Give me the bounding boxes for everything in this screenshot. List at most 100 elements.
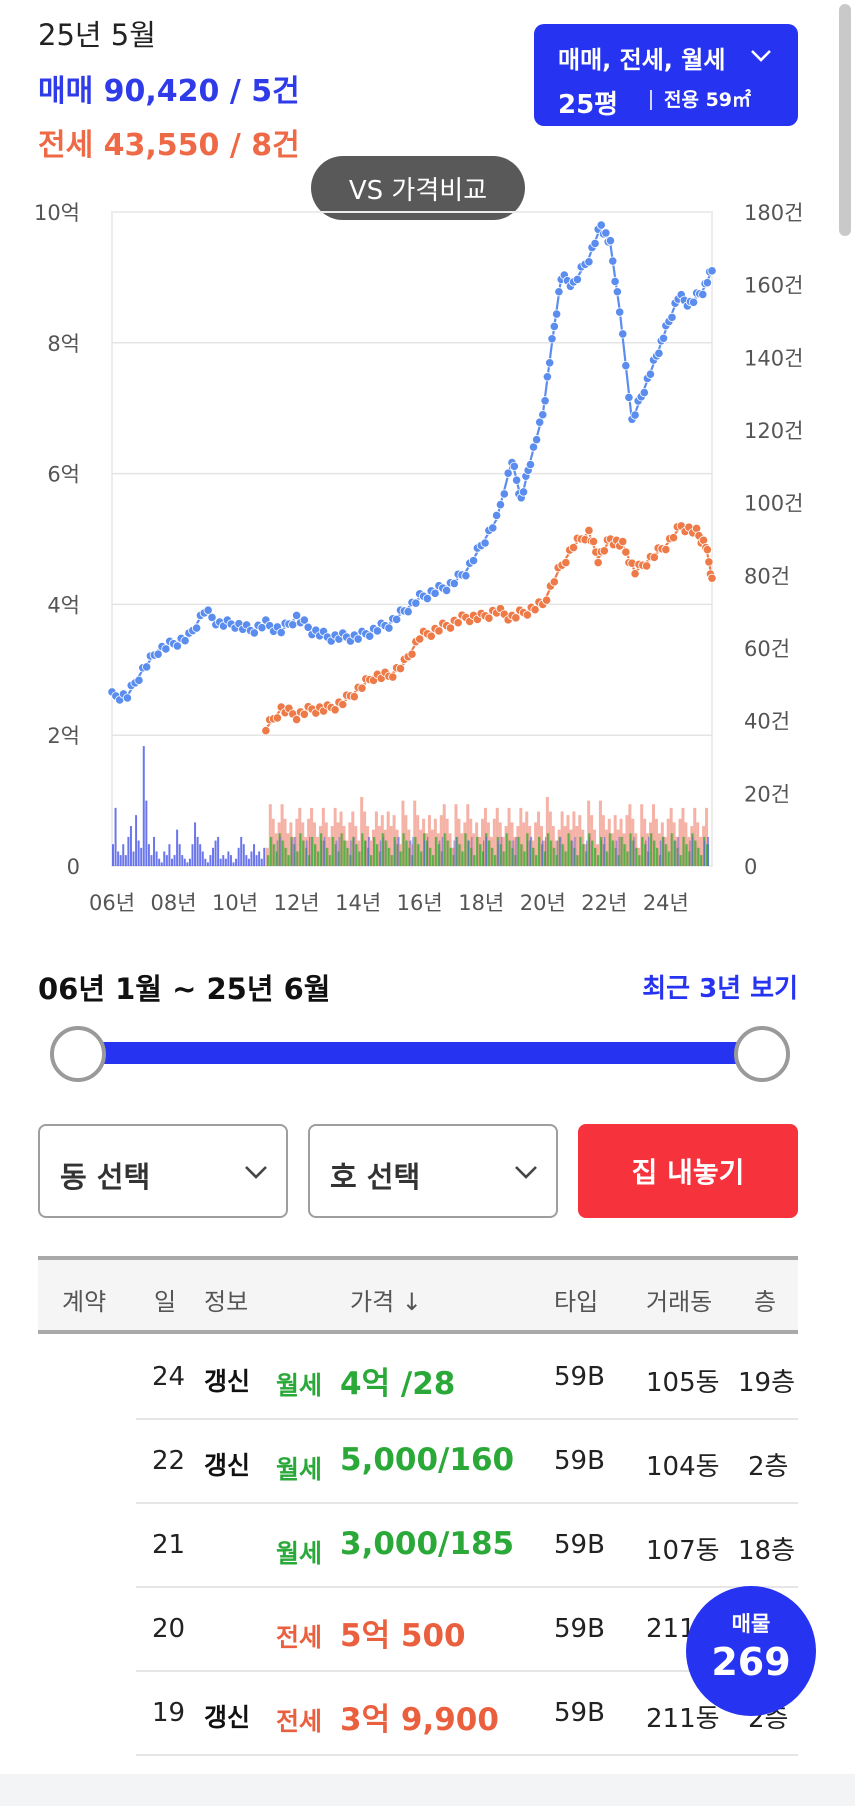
volume-bar bbox=[194, 822, 197, 866]
period-slider-start-handle[interactable] bbox=[50, 1026, 106, 1082]
dong-select[interactable]: 동 선택 bbox=[38, 1124, 288, 1218]
volume-bar bbox=[510, 822, 514, 866]
volume-bar bbox=[694, 840, 698, 866]
period-slider-end-handle[interactable] bbox=[734, 1026, 790, 1082]
volume-bar bbox=[227, 851, 230, 866]
price-point bbox=[549, 321, 559, 332]
price-point bbox=[299, 615, 309, 625]
volume-bar bbox=[176, 829, 179, 866]
volume-bar bbox=[369, 840, 373, 866]
volume-bar bbox=[651, 804, 655, 866]
price-point bbox=[338, 699, 348, 710]
price-point bbox=[292, 610, 302, 621]
y-right-tick-label: 180건 bbox=[744, 201, 803, 225]
listings-fab[interactable]: 매물 269 bbox=[686, 1586, 816, 1716]
price-point bbox=[257, 623, 267, 633]
table-row[interactable]: 21 월세 3,000/185 59B 107동 18층 bbox=[0, 1504, 855, 1588]
list-house-button[interactable]: 집 내놓기 bbox=[578, 1124, 798, 1218]
volume-bar bbox=[269, 836, 273, 866]
fab-count: 269 bbox=[711, 1640, 791, 1684]
volume-bar bbox=[346, 847, 350, 866]
chevron-down-icon bbox=[750, 44, 772, 69]
volume-bar bbox=[280, 804, 284, 866]
x-tick-label: 12년 bbox=[274, 891, 320, 915]
volume-bar bbox=[414, 836, 418, 866]
volume-bar bbox=[384, 840, 388, 866]
price-point bbox=[667, 312, 677, 322]
volume-bar bbox=[513, 836, 517, 866]
volume-bar bbox=[242, 844, 245, 866]
row-info: 갱신 bbox=[204, 1367, 251, 1396]
table-row[interactable]: 20 전세 5억 500 59B 211 bbox=[0, 1588, 855, 1672]
deal-type-selector[interactable]: 매매, 전세, 월세 25평 전용 59㎡ bbox=[534, 24, 798, 126]
volume-bar bbox=[682, 836, 686, 866]
volume-bar bbox=[641, 836, 645, 866]
row-divider bbox=[136, 1502, 798, 1504]
volume-bar bbox=[170, 858, 173, 866]
volume-bar bbox=[605, 851, 609, 866]
row-dong: 104동 bbox=[646, 1452, 720, 1482]
price-point bbox=[601, 228, 611, 238]
price-point bbox=[654, 348, 664, 358]
ho-select[interactable]: 호 선택 bbox=[308, 1124, 558, 1218]
y-left-tick-label: 0 bbox=[67, 855, 80, 879]
price-point bbox=[442, 585, 452, 596]
price-point bbox=[522, 610, 532, 620]
volume-bar bbox=[492, 818, 496, 866]
price-point bbox=[590, 238, 600, 249]
volume-bar bbox=[307, 818, 311, 866]
price-point bbox=[610, 276, 620, 287]
volume-bar bbox=[572, 811, 576, 866]
col-day: 일 bbox=[154, 1288, 177, 1316]
table-row[interactable]: 19 갱신 전세 3억 9,900 59B 211동 2층 bbox=[0, 1672, 855, 1756]
row-day: 21 bbox=[152, 1530, 186, 1560]
volume-bar bbox=[490, 847, 494, 866]
vs-compare-button[interactable]: VS 가격비교 bbox=[311, 156, 525, 220]
volume-bar bbox=[196, 836, 199, 866]
table-row[interactable]: 24 갱신 월세 4억 /28 59B 105동 19층 bbox=[0, 1336, 855, 1420]
page-scrollbar[interactable] bbox=[839, 4, 851, 236]
volume-bar bbox=[229, 855, 232, 866]
volume-bar bbox=[575, 826, 579, 866]
volume-bar bbox=[217, 836, 220, 866]
recent-3y-button[interactable]: 최근 3년 보기 bbox=[642, 974, 798, 1004]
price-point bbox=[461, 571, 471, 581]
volume-bar bbox=[237, 847, 240, 866]
col-price-sort[interactable]: 가격 ↓ bbox=[350, 1288, 422, 1316]
row-kind: 전세 bbox=[276, 1707, 323, 1736]
volume-bar bbox=[623, 844, 627, 866]
volume-bar bbox=[129, 826, 132, 866]
volume-bar bbox=[127, 836, 130, 866]
volume-bar bbox=[363, 811, 367, 866]
volume-bar bbox=[657, 833, 661, 866]
price-point bbox=[276, 627, 286, 638]
price-point bbox=[122, 693, 132, 703]
volume-bar bbox=[137, 840, 140, 866]
volume-bar bbox=[268, 804, 272, 866]
y-right-tick-label: 100건 bbox=[744, 492, 803, 516]
volume-bar bbox=[361, 833, 365, 866]
price-point bbox=[272, 713, 282, 723]
volume-bar bbox=[386, 811, 390, 866]
price-point bbox=[572, 274, 582, 285]
volume-bar bbox=[460, 833, 464, 866]
volume-bar bbox=[650, 833, 654, 866]
volume-bar bbox=[625, 815, 629, 866]
volume-bar bbox=[224, 858, 227, 866]
volume-bar bbox=[635, 847, 639, 866]
x-tick-label: 22년 bbox=[581, 891, 627, 915]
row-type: 59B bbox=[554, 1362, 605, 1392]
volume-bar bbox=[535, 855, 539, 866]
volume-bar bbox=[608, 833, 612, 866]
row-kind: 월세 bbox=[276, 1371, 323, 1400]
volume-bar bbox=[523, 851, 527, 866]
volume-bar bbox=[561, 844, 565, 866]
volume-bar bbox=[160, 862, 163, 866]
price-point bbox=[499, 489, 509, 499]
volume-bar bbox=[405, 840, 409, 866]
x-tick-label: 10년 bbox=[212, 891, 258, 915]
volume-bar bbox=[564, 851, 568, 866]
period-slider-track[interactable] bbox=[78, 1042, 762, 1064]
volume-bar bbox=[549, 840, 553, 866]
table-row[interactable]: 22 갱신 월세 5,000/160 59B 104동 2층 bbox=[0, 1420, 855, 1504]
